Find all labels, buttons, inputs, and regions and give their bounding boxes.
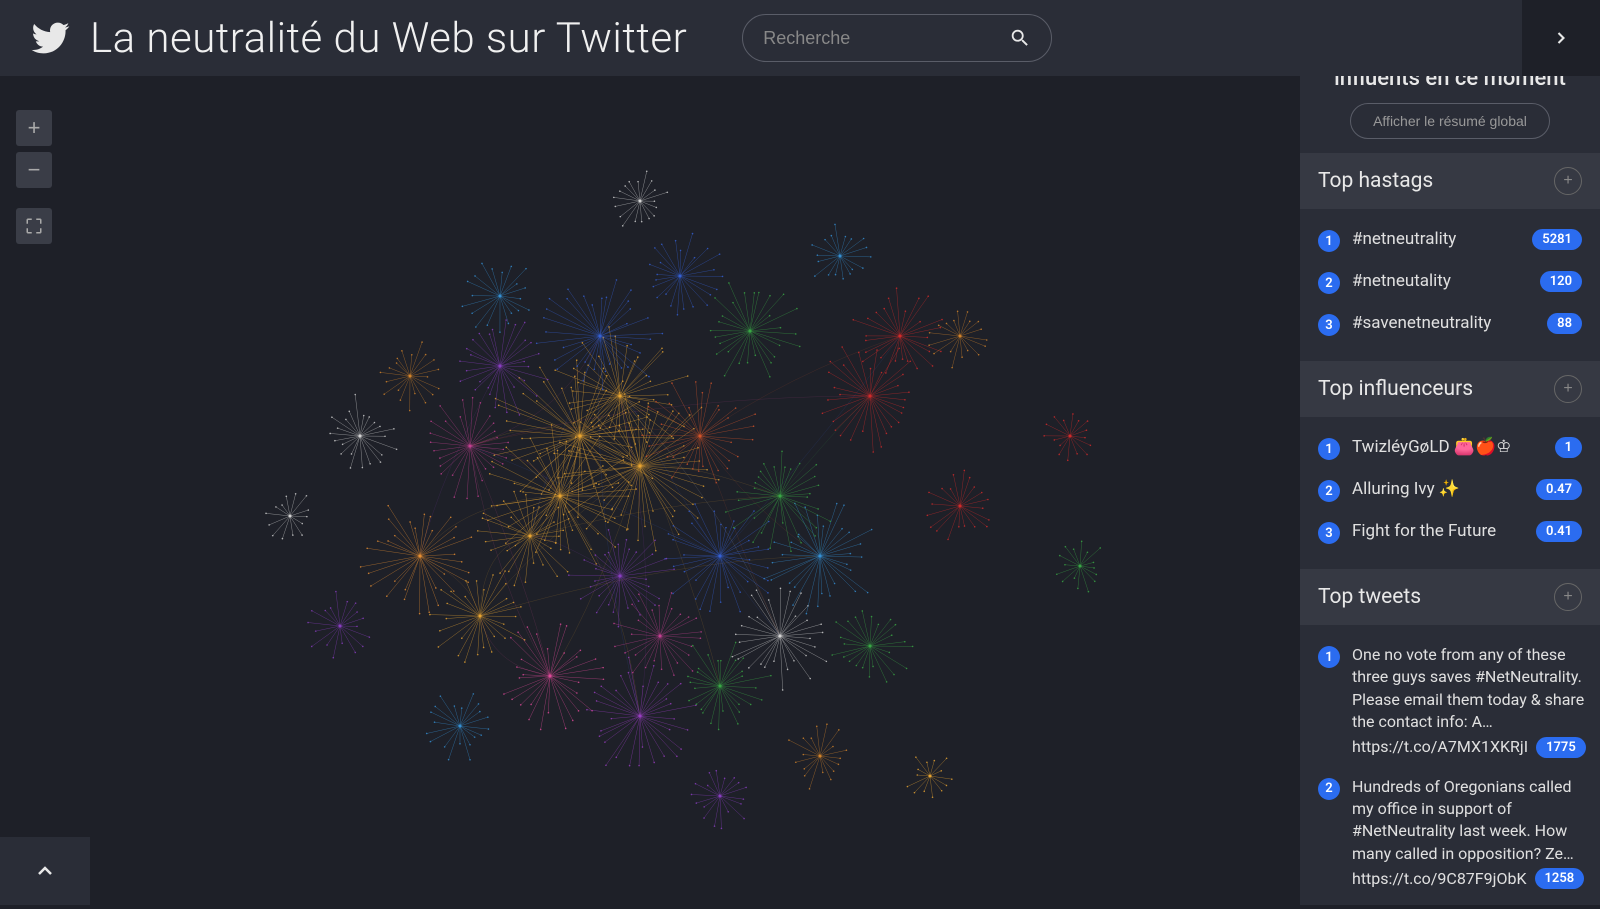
count-badge: 120: [1540, 271, 1582, 292]
influencers-list: 1 TwizléyGøLD 👛🍎♔ 1 2 Alluring Ivy ✨ 0.47 3 Fig…: [1300, 417, 1600, 569]
list-item[interactable]: 1 #netneutrality 5281: [1318, 219, 1582, 261]
search-input[interactable]: [763, 28, 1009, 49]
count-badge: 0.47: [1536, 479, 1582, 500]
list-item[interactable]: 3 #savenetneutrality 88: [1318, 303, 1582, 345]
item-label: Alluring Ivy ✨: [1352, 478, 1524, 502]
network-graph-area[interactable]: + −: [0, 76, 1300, 905]
influencers-header: Top influenceurs +: [1300, 361, 1600, 417]
list-item[interactable]: 3 Fight for the Future 0.41: [1318, 511, 1582, 553]
chevron-up-icon: [33, 859, 57, 883]
hashtags-expand-button[interactable]: +: [1554, 167, 1582, 195]
fullscreen-button[interactable]: [16, 208, 52, 244]
influencers-title: Top influenceurs: [1318, 377, 1473, 401]
tweets-title: Top tweets: [1318, 585, 1421, 609]
summary-button[interactable]: Afficher le résumé global: [1350, 103, 1550, 139]
tweet-text: Hundreds of Oregonians called my office …: [1352, 776, 1584, 866]
count-badge: 5281: [1532, 229, 1582, 250]
tweet-item[interactable]: 2 Hundreds of Oregonians called my office…: [1318, 767, 1582, 899]
list-item[interactable]: 2 #netneutality 120: [1318, 261, 1582, 303]
zoom-in-button[interactable]: +: [16, 110, 52, 146]
rank-badge: 3: [1318, 314, 1340, 336]
sidebar-timestamp: influents en ce moment: [1316, 76, 1584, 91]
collapse-sidebar-button[interactable]: [1522, 0, 1600, 76]
item-label: #netneutality: [1352, 270, 1528, 294]
tweet-text: One no vote from any of these three guys…: [1352, 644, 1586, 734]
tweet-content: Hundreds of Oregonians called my office …: [1352, 776, 1584, 890]
rank-badge: 2: [1318, 480, 1340, 502]
search-container[interactable]: [742, 14, 1052, 62]
item-label: Fight for the Future: [1352, 520, 1524, 544]
item-label: #savenetneutrality: [1352, 312, 1535, 336]
count-badge: 1775: [1536, 737, 1586, 758]
count-badge: 1258: [1535, 868, 1585, 889]
rank-badge: 3: [1318, 522, 1340, 544]
sidebar-top: influents en ce moment Afficher le résum…: [1300, 76, 1600, 153]
hashtags-title: Top hastags: [1318, 169, 1433, 193]
chevron-right-icon: [1551, 28, 1571, 48]
list-item[interactable]: 1 TwizléyGøLD 👛🍎♔ 1: [1318, 427, 1582, 469]
tweet-content: One no vote from any of these three guys…: [1352, 644, 1586, 758]
count-badge: 88: [1547, 313, 1582, 334]
tweets-expand-button[interactable]: +: [1554, 583, 1582, 611]
search-icon: [1009, 27, 1031, 49]
hashtags-header: Top hastags +: [1300, 153, 1600, 209]
network-graph[interactable]: [0, 76, 1300, 905]
tweet-item[interactable]: 1One no vote from any of these three guy…: [1318, 635, 1582, 767]
tweet-item[interactable]: 3President @BarackObama said: [1318, 898, 1582, 905]
expand-panel-button[interactable]: [0, 837, 90, 905]
rank-badge: 2: [1318, 272, 1340, 294]
item-label: TwizléyGøLD 👛🍎♔: [1352, 436, 1543, 460]
sidebar: influents en ce moment Afficher le résum…: [1300, 76, 1600, 905]
fullscreen-icon: [25, 217, 43, 235]
tweet-link[interactable]: https://t.co/9C87F9jObK: [1352, 869, 1527, 888]
rank-badge: 1: [1318, 438, 1340, 460]
count-badge: 1: [1555, 437, 1582, 458]
map-controls: + −: [16, 110, 52, 244]
page-title: La neutralité du Web sur Twitter: [90, 14, 687, 63]
list-item[interactable]: 2 Alluring Ivy ✨ 0.47: [1318, 469, 1582, 511]
rank-badge: 2: [1318, 778, 1340, 800]
tweets-header: Top tweets +: [1300, 569, 1600, 625]
tweets-list: 1 One no vote from any of these three guy…: [1300, 625, 1600, 905]
zoom-out-button[interactable]: −: [16, 152, 52, 188]
hashtags-list: 1 #netneutrality 5281 2 #netneutality 120 3 #sa…: [1300, 209, 1600, 361]
influencers-expand-button[interactable]: +: [1554, 375, 1582, 403]
rank-badge: 1: [1318, 230, 1340, 252]
header: La neutralité du Web sur Twitter: [0, 0, 1600, 76]
tweet-link[interactable]: https://t.co/A7MX1XKRjI: [1352, 737, 1528, 756]
count-badge: 0.41: [1536, 521, 1582, 542]
item-label: #netneutrality: [1352, 228, 1520, 252]
twitter-icon: [30, 18, 70, 58]
rank-badge: 1: [1318, 646, 1340, 668]
